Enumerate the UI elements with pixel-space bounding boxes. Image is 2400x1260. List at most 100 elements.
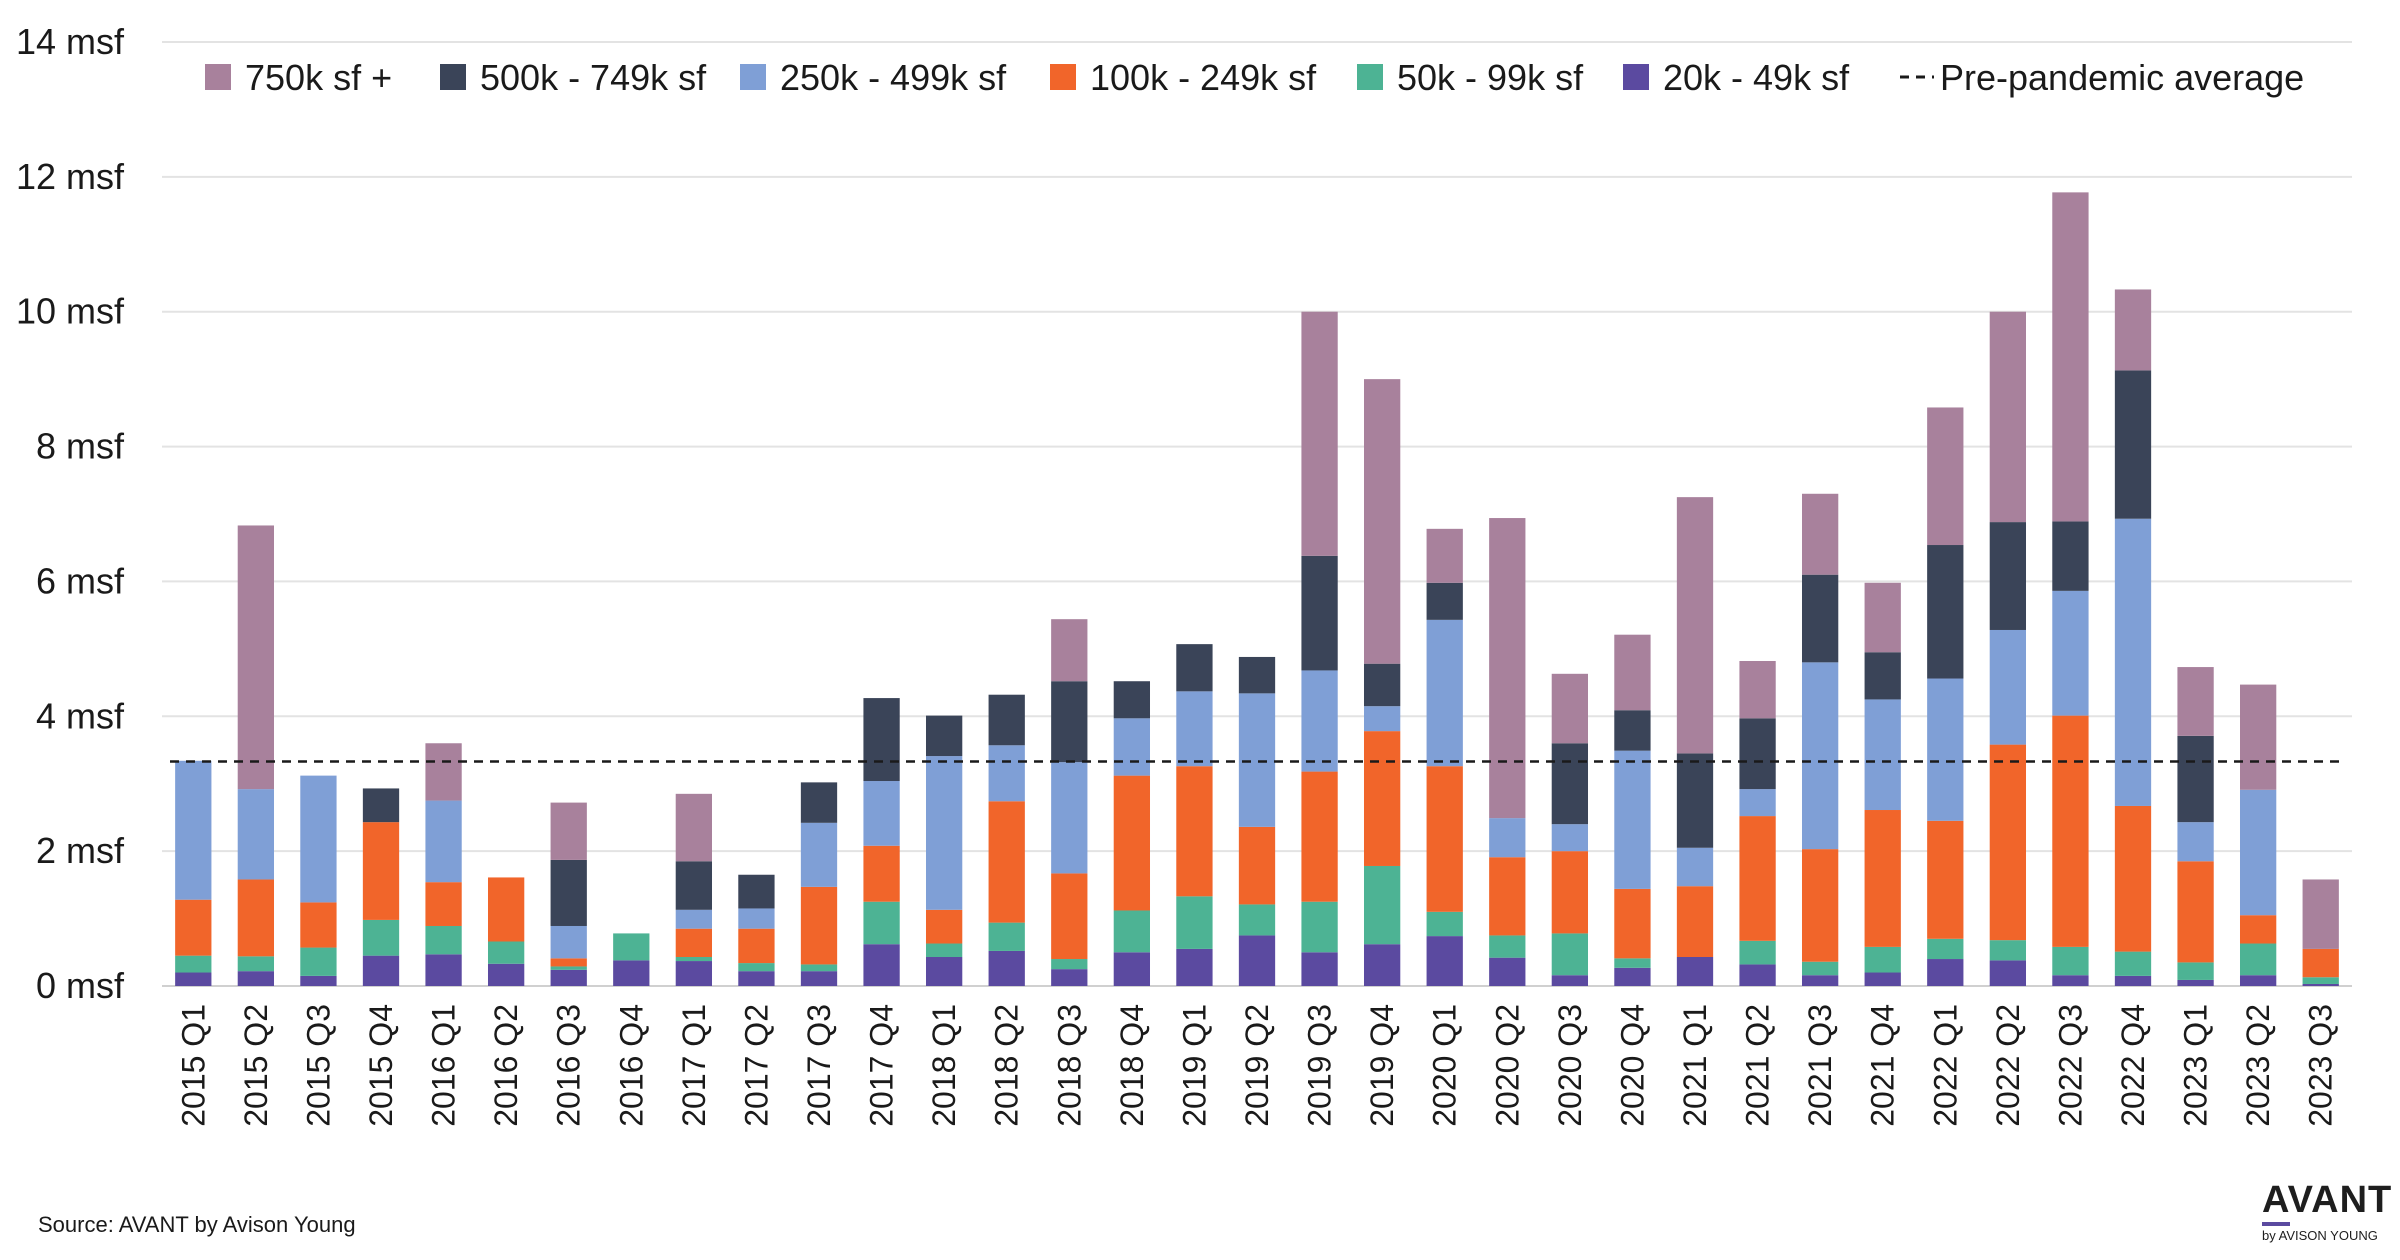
bar-segment — [175, 955, 212, 973]
bar-segment — [2052, 715, 2089, 947]
bar-segment — [1363, 731, 1401, 866]
bar-segment — [1739, 940, 1776, 965]
bar-segment — [1614, 634, 1651, 711]
legend-label: 20k - 49k sf — [1663, 57, 1850, 98]
bar-segment — [1989, 311, 2027, 523]
x-tick-label: 2022 Q4 — [2115, 1004, 2151, 1127]
bars — [175, 192, 2339, 986]
bar-segment — [1426, 911, 1463, 937]
legend-label: 250k - 499k sf — [780, 57, 1007, 98]
y-tick-label: 4 msf — [36, 695, 125, 736]
bar-segment — [550, 969, 587, 986]
bar-segment — [1864, 582, 1901, 653]
x-tick-label: 2022 Q1 — [1927, 1004, 1963, 1127]
bar-segment — [2177, 861, 2214, 963]
x-tick-label: 2021 Q1 — [1677, 1004, 1713, 1127]
bar-segment — [863, 901, 900, 945]
bar-segment — [2302, 879, 2339, 949]
legend-label: Pre-pandemic average — [1940, 57, 2304, 98]
bar-segment — [1113, 952, 1151, 986]
bar-segment — [675, 909, 713, 929]
legend-swatch — [1357, 64, 1383, 90]
bar-segment — [1614, 958, 1651, 968]
bar-segment — [1426, 766, 1463, 912]
x-tick-label: 2019 Q2 — [1239, 1004, 1275, 1127]
bar-segment — [425, 925, 462, 955]
bar-segment — [1739, 660, 1776, 719]
bar-segment — [738, 971, 775, 986]
bar-segment — [863, 781, 900, 846]
bar-segment — [237, 956, 275, 972]
bar-segment — [425, 743, 462, 801]
bar-segment — [1238, 826, 1276, 905]
bar-segment — [1864, 946, 1901, 973]
x-tick-label: 2022 Q2 — [1990, 1004, 2026, 1127]
bar-segment — [1363, 663, 1401, 707]
bar-segment — [2114, 370, 2152, 519]
bar-segment — [863, 698, 900, 782]
bar-segment — [1551, 824, 1589, 852]
bar-segment — [988, 801, 1025, 923]
bar-segment — [550, 958, 587, 967]
bar-segment — [1051, 959, 1088, 970]
bar-segment — [800, 964, 838, 972]
bar-segment — [487, 963, 525, 986]
bar-segment — [2239, 684, 2277, 790]
x-tick-label: 2016 Q4 — [613, 1004, 649, 1127]
bar-segment — [2114, 951, 2152, 976]
x-axis-ticks: 2015 Q1 2015 Q2 2015 Q3 2015 Q4 2016 Q1 2016 … — [175, 1004, 2338, 1127]
bar-segment — [2177, 979, 2214, 986]
bar-segment — [362, 822, 400, 920]
bar-segment — [487, 877, 525, 942]
bar-segment — [1927, 820, 1964, 939]
bar-segment — [1238, 656, 1276, 694]
y-tick-label: 2 msf — [36, 830, 125, 871]
bar-segment — [2114, 805, 2152, 952]
x-tick-label: 2023 Q1 — [2178, 1004, 2214, 1127]
x-tick-label: 2021 Q4 — [1865, 1004, 1901, 1127]
bar-segment — [800, 822, 838, 887]
x-tick-label: 2021 Q2 — [1740, 1004, 1776, 1127]
bar-segment — [1489, 518, 1526, 819]
bar-segment — [1739, 964, 1776, 986]
bar-segment — [1864, 652, 1901, 700]
bar-segment — [2239, 789, 2277, 916]
y-axis-ticks: 0 msf 2 msf 4 msf 6 msf 8 msf 10 msf 12 msf 14 … — [16, 21, 125, 1006]
legend: 750k sf + 500k - 749k sf 250k - 499k sf 100… — [205, 57, 2304, 98]
bar-segment — [1676, 886, 1714, 958]
bar-segment — [425, 882, 462, 926]
bar-segment — [2302, 948, 2339, 978]
bar-segment — [1489, 957, 1526, 986]
bar-segment — [1676, 847, 1714, 887]
bar-segment — [1113, 718, 1151, 776]
x-tick-label: 2016 Q3 — [551, 1004, 587, 1127]
bar-segment — [2177, 735, 2214, 823]
legend-swatch — [740, 64, 766, 90]
x-tick-label: 2015 Q4 — [363, 1004, 399, 1127]
bar-segment — [1113, 681, 1151, 719]
bar-segment — [675, 961, 713, 986]
bar-segment — [2239, 915, 2277, 944]
x-tick-label: 2023 Q3 — [2303, 1004, 2339, 1127]
bar-segment — [1676, 497, 1714, 754]
bar-segment — [1801, 662, 1839, 850]
bar-segment — [1363, 944, 1401, 986]
legend-label: 500k - 749k sf — [480, 57, 707, 98]
bar-segment — [1301, 901, 1338, 953]
x-tick-label: 2017 Q3 — [801, 1004, 837, 1127]
bar-segment — [1989, 629, 2027, 745]
bar-segment — [1989, 744, 2027, 941]
bar-segment — [425, 954, 462, 986]
bar-segment — [1927, 545, 1964, 679]
bar-segment — [738, 908, 775, 929]
x-tick-label: 2015 Q1 — [175, 1004, 211, 1127]
bar-segment — [1989, 940, 2027, 961]
bar-segment — [1363, 865, 1401, 945]
bar-segment — [175, 760, 212, 900]
bar-segment — [300, 775, 337, 903]
bar-segment — [2052, 521, 2089, 591]
x-tick-label: 2017 Q1 — [676, 1004, 712, 1127]
bar-segment — [1551, 673, 1589, 744]
bar-segment — [738, 928, 775, 964]
bar-segment — [237, 879, 275, 957]
